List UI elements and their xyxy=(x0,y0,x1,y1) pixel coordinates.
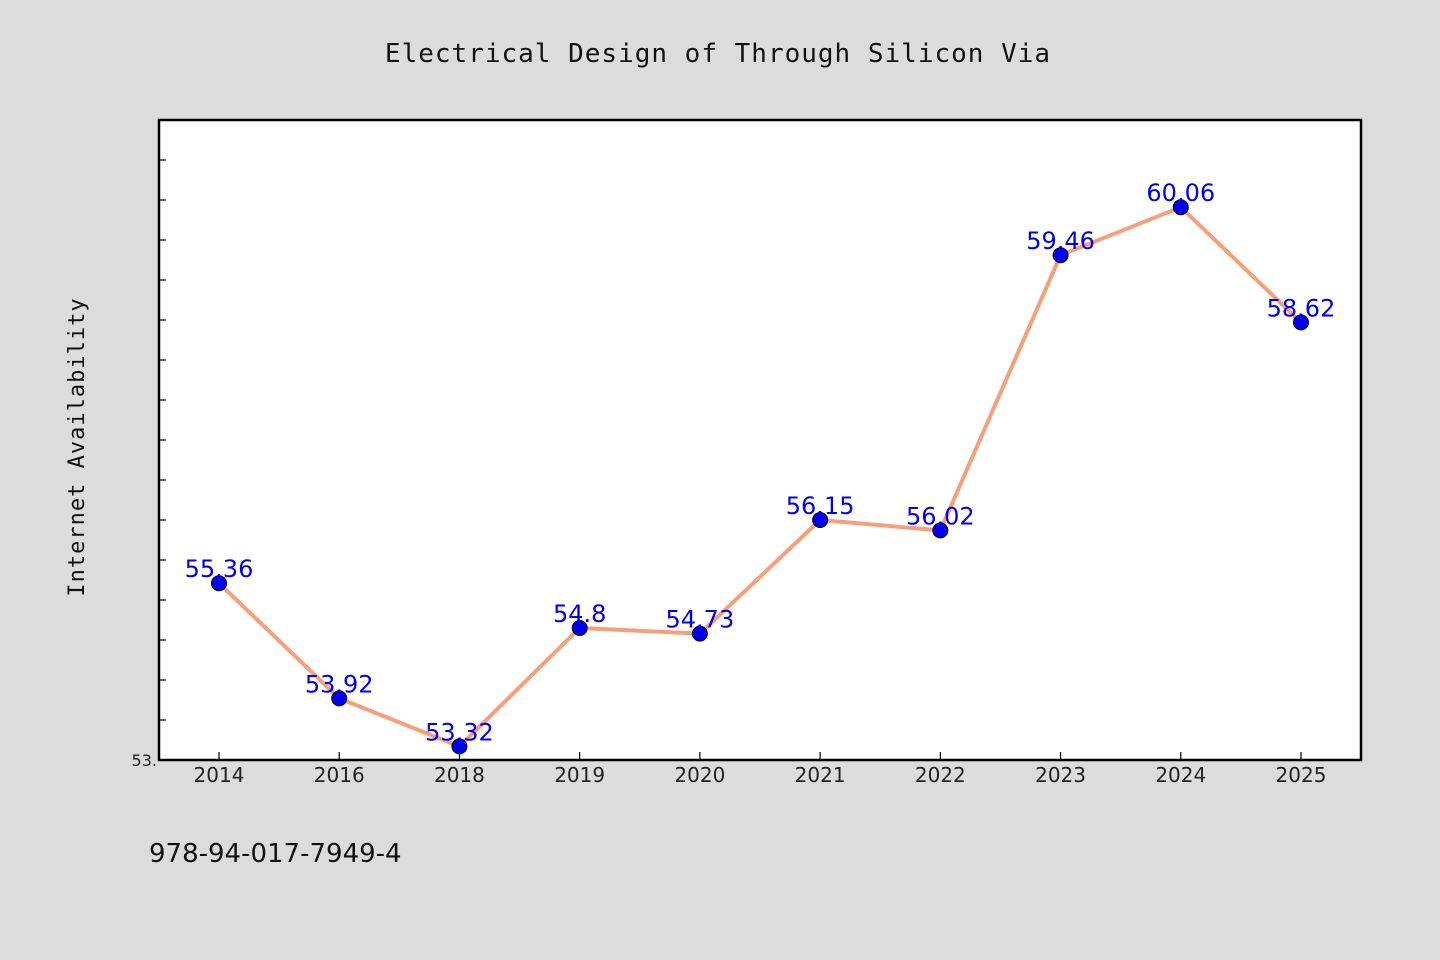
x-tick-label: 2025 xyxy=(1276,763,1327,787)
x-tick-label: 2014 xyxy=(194,763,245,787)
y-axis-ticks: 53. xyxy=(132,159,166,770)
x-tick-label: 2021 xyxy=(795,763,846,787)
x-tick-label: 2019 xyxy=(554,763,605,787)
footer-code: 978-94-017-7949-4 xyxy=(149,839,402,869)
x-tick-label: 2022 xyxy=(915,763,966,787)
series-line xyxy=(217,205,1303,749)
chart-title: Electrical Design of Through Silicon Via xyxy=(385,39,1051,69)
x-axis-ticks: 2014 2016 2018 2019 2020 2021 2022 2023 2024 2025 xyxy=(194,752,1327,787)
x-tick-label: 2016 xyxy=(314,763,365,787)
y-axis-title: Internet Availability xyxy=(65,297,90,596)
data-point xyxy=(1293,314,1309,331)
x-tick-label: 2024 xyxy=(1155,763,1206,787)
data-label: 58.62 xyxy=(1267,294,1336,322)
x-tick-label: 2023 xyxy=(1035,763,1086,787)
data-point xyxy=(451,738,468,755)
data-label: 60.06 xyxy=(1146,179,1215,207)
data-label: 53.92 xyxy=(305,670,374,698)
data-label: 53.32 xyxy=(425,718,494,746)
data-point xyxy=(1172,199,1189,216)
data-point xyxy=(932,522,949,539)
y-tick-label: 53. xyxy=(132,751,157,770)
series-layer: 55.36 53.92 53.32 54.8 54.73 56.15 56.02 59.46 6… xyxy=(185,179,1336,755)
data-point xyxy=(812,512,829,528)
data-point xyxy=(1052,247,1069,264)
x-tick-label: 2018 xyxy=(434,763,485,787)
data-point xyxy=(211,575,227,592)
data-label: 54.73 xyxy=(666,606,735,634)
data-label: 55.36 xyxy=(185,555,254,583)
data-point xyxy=(691,625,708,642)
data-point xyxy=(331,690,348,707)
plot-area xyxy=(157,118,1363,762)
data-label: 59.46 xyxy=(1026,227,1095,255)
data-label: 56.15 xyxy=(786,492,855,520)
x-tick-label: 2020 xyxy=(674,763,725,787)
data-label: 56.02 xyxy=(906,502,975,530)
data-point xyxy=(571,620,588,636)
data-label: 54.8 xyxy=(553,600,606,628)
